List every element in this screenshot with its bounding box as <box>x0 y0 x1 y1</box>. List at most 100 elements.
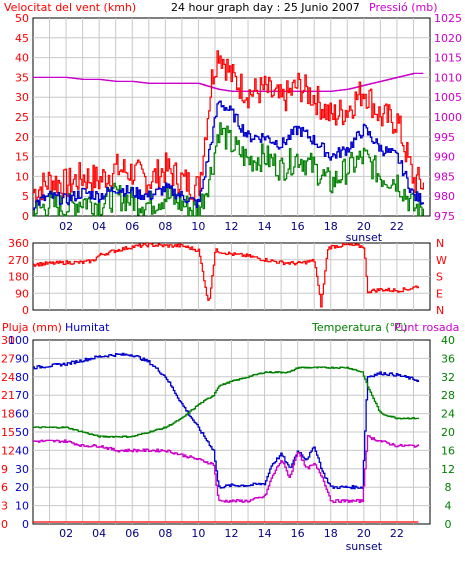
pressure-tick-label: 1010 <box>434 71 462 84</box>
wind-speed-tick-label: 0 <box>22 210 29 223</box>
rain-tick-label: 27 <box>1 352 15 365</box>
wind-panel-hour-label: 08 <box>158 220 172 233</box>
humidity-tick-label: 80 <box>15 371 29 384</box>
wind-panel-sunset-label: sunset <box>346 231 383 244</box>
temperature-tick-label: 32 <box>441 371 455 384</box>
pressure-tick-label: 985 <box>434 170 455 183</box>
wind-speed-tick-label: 35 <box>15 71 29 84</box>
compass-label: E <box>436 287 443 300</box>
wind-speed-tick-label: 5 <box>22 190 29 203</box>
wind-speed-tick-label: 20 <box>15 131 29 144</box>
temp-panel-sunset-label: sunset <box>346 540 383 553</box>
temperature-tick-label: 40 <box>441 334 455 347</box>
wind-panel-hour-label: 14 <box>258 220 272 233</box>
temperature-tick-label: 12 <box>441 463 455 476</box>
wind-speed-tick-label: 45 <box>15 32 29 45</box>
temp-panel-hour-label: 04 <box>92 527 106 540</box>
temperature-line <box>33 366 420 438</box>
temp-panel-hour-label: 14 <box>258 527 272 540</box>
wind-pressure-panel: 0510152025303540455097598098599099510001… <box>15 12 462 244</box>
rain-tick-label: 24 <box>1 371 15 384</box>
temp-panel-hour-label: 22 <box>390 527 404 540</box>
pressure-axis-title: Pressió (mb) <box>369 1 438 14</box>
rain-axis-title: Pluja (mm) <box>2 321 62 334</box>
wind-speed-tick-label: 10 <box>15 170 29 183</box>
rain-tick-label: 3 <box>1 500 8 513</box>
temp-panel-hour-label: 20 <box>357 527 371 540</box>
temperature-tick-label: 36 <box>441 352 455 365</box>
wind-speed-tick-label: 15 <box>15 151 29 164</box>
temperature-tick-label: 8 <box>445 481 452 494</box>
direction-tick-label: 90 <box>15 287 29 300</box>
humidity-tick-label: 10 <box>15 500 29 513</box>
wind-speed-tick-label: 30 <box>15 91 29 104</box>
rain-tick-label: 6 <box>1 481 8 494</box>
rain-tick-label: 9 <box>1 463 8 476</box>
rain-tick-label: 0 <box>1 518 8 531</box>
temperature-tick-label: 24 <box>441 408 455 421</box>
dewpoint-line <box>33 434 420 503</box>
humidity-tick-label: 0 <box>22 518 29 531</box>
humidity-tick-label: 40 <box>15 444 29 457</box>
compass-label: N <box>436 237 444 250</box>
dewpoint-axis-title: Punt rosada <box>394 321 459 334</box>
pressure-tick-label: 1000 <box>434 111 462 124</box>
pressure-tick-label: 995 <box>434 131 455 144</box>
pressure-tick-label: 1025 <box>434 12 462 25</box>
wind-speed-tick-label: 40 <box>15 52 29 65</box>
temperature-tick-label: 4 <box>445 500 452 513</box>
pressure-tick-label: 975 <box>434 210 455 223</box>
rain-tick-label: 12 <box>1 444 15 457</box>
temperature-tick-label: 0 <box>445 518 452 531</box>
direction-tick-label: 360 <box>8 237 29 250</box>
temp-panel-hour-label: 02 <box>59 527 73 540</box>
temp-panel-hour-label: 10 <box>191 527 205 540</box>
compass-label: W <box>436 254 447 267</box>
humidity-tick-label: 30 <box>15 463 29 476</box>
pressure-tick-label: 980 <box>434 190 455 203</box>
rain-tick-label: 15 <box>1 426 15 439</box>
temp-panel-hour-label: 18 <box>324 527 338 540</box>
temp-panel-hour-label: 12 <box>225 527 239 540</box>
humidity-tick-label: 70 <box>15 389 29 402</box>
direction-tick-label: 0 <box>22 304 29 317</box>
wind-direction-line <box>33 242 419 308</box>
wind-panel-hour-label: 10 <box>191 220 205 233</box>
humidity-tick-label: 60 <box>15 408 29 421</box>
wind-low-line <box>33 122 424 217</box>
wind-panel-hour-label: 20 <box>357 220 371 233</box>
temperature-axis-title: Temperatura (°C) <box>311 321 407 334</box>
humidity-line <box>33 352 420 490</box>
wind-speed-tick-label: 25 <box>15 111 29 124</box>
wind-speed-tick-label: 50 <box>15 12 29 25</box>
wind-panel-hour-label: 18 <box>324 220 338 233</box>
wind-panel-hour-label: 06 <box>125 220 139 233</box>
humidity-tick-label: 100 <box>8 334 29 347</box>
wind-speed-line <box>33 100 425 210</box>
humidity-tick-label: 90 <box>15 352 29 365</box>
temp-panel-hour-label: 16 <box>291 527 305 540</box>
wind-speed-axis-title: Velocitat del vent (kmh) <box>4 1 136 14</box>
humidity-tick-label: 20 <box>15 481 29 494</box>
pressure-tick-label: 1015 <box>434 52 462 65</box>
rain-tick-label: 30 <box>1 334 15 347</box>
wind-panel-hour-label: 12 <box>225 220 239 233</box>
graph-title: 24 hour graph day : 25 Junio 2007 <box>171 1 360 14</box>
temp-panel-hour-label: 08 <box>158 527 172 540</box>
humidity-axis-title: Humitat <box>65 321 110 334</box>
pressure-tick-label: 990 <box>434 151 455 164</box>
wind-gust-line <box>33 50 424 203</box>
pressure-tick-label: 1020 <box>434 32 462 45</box>
direction-tick-label: 270 <box>8 254 29 267</box>
temperature-tick-label: 20 <box>441 426 455 439</box>
rain-tick-label: 21 <box>1 389 15 402</box>
temperature-tick-label: 28 <box>441 389 455 402</box>
compass-label: N <box>436 304 444 317</box>
pressure-line <box>33 72 424 92</box>
wind-panel-hour-label: 16 <box>291 220 305 233</box>
pressure-tick-label: 1005 <box>434 91 462 104</box>
wind-panel-hour-label: 02 <box>59 220 73 233</box>
